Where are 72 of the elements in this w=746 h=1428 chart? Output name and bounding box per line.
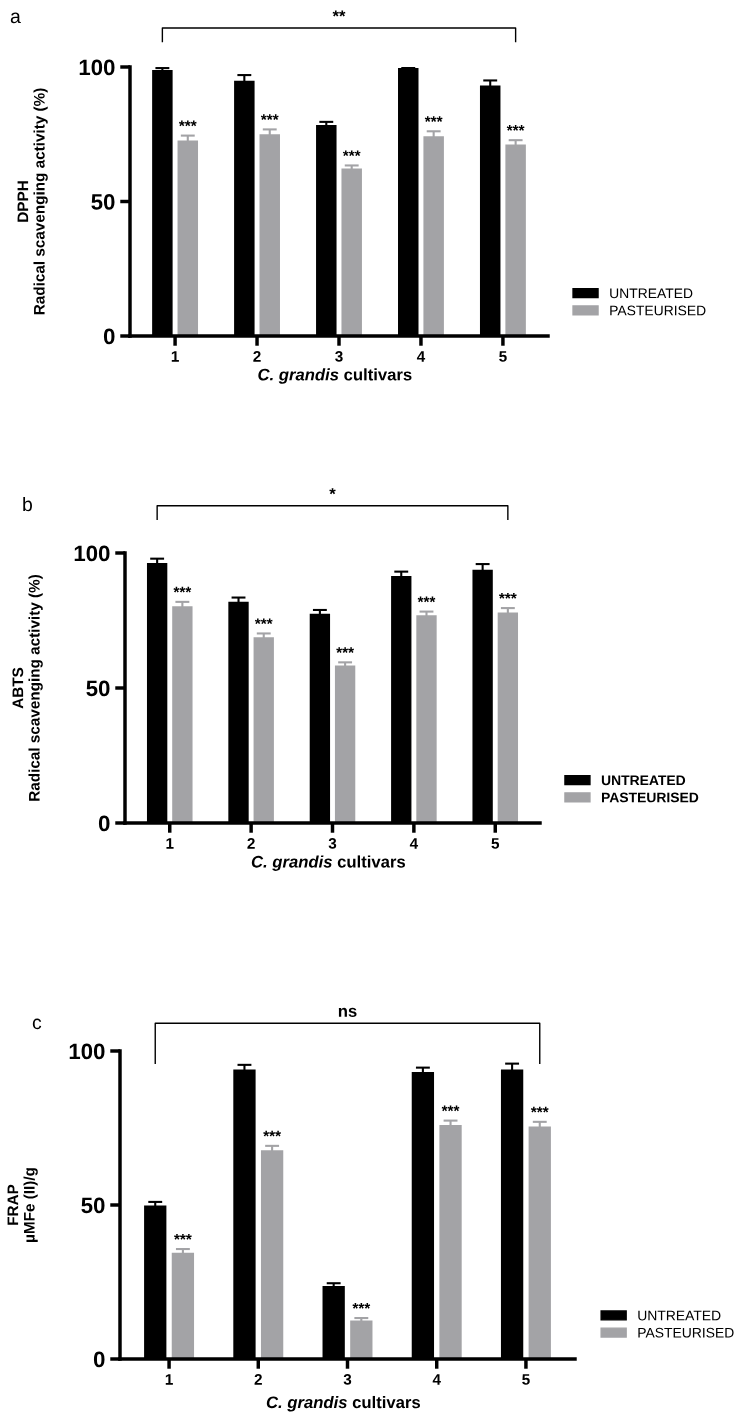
chart-title: b bbox=[23, 496, 32, 512]
bar bbox=[416, 615, 437, 823]
legend-label: UNTREATED bbox=[638, 1310, 721, 1321]
bar bbox=[334, 665, 356, 823]
x-tick-label: 4 bbox=[432, 1374, 441, 1385]
annotation: *** bbox=[174, 1233, 192, 1240]
annotation: *** bbox=[352, 1302, 371, 1309]
bar bbox=[172, 606, 193, 823]
x-tick-label: 3 bbox=[343, 1373, 352, 1385]
legend-label: PASTEURISED bbox=[601, 792, 699, 803]
x-tick-label: 2 bbox=[253, 350, 261, 362]
annotation: *** bbox=[498, 593, 517, 599]
bar bbox=[259, 134, 280, 336]
y-tick-label: 0 bbox=[103, 328, 115, 345]
bar bbox=[497, 612, 519, 823]
x-tick-label: 3 bbox=[328, 837, 337, 849]
y-axis-title: FRAP µMFe (II)/g bbox=[7, 1168, 38, 1242]
bar bbox=[171, 1252, 195, 1359]
y-tick-label: 0 bbox=[98, 815, 110, 832]
x-tick-label: 4 bbox=[416, 351, 426, 362]
x-tick-label: 3 bbox=[335, 350, 343, 362]
annotation: *** bbox=[263, 1130, 282, 1137]
bar bbox=[439, 1124, 462, 1359]
y-axis-title: ABTS Radical scavenging activity (%) bbox=[12, 574, 43, 801]
annotation: *** bbox=[254, 618, 273, 625]
bar bbox=[350, 1320, 373, 1359]
text: * bbox=[329, 488, 336, 495]
legend-label: PASTEURISED bbox=[610, 305, 706, 316]
annotation: *** bbox=[417, 596, 436, 603]
y-tick-label: 100 bbox=[79, 59, 115, 76]
annotation: *** bbox=[336, 647, 355, 653]
y-tick-label: 50 bbox=[86, 680, 110, 697]
bar bbox=[260, 1150, 284, 1359]
bar bbox=[341, 168, 362, 336]
chart-title: a bbox=[10, 12, 21, 24]
x-tick-label: 5 bbox=[499, 351, 507, 362]
y-tick-label: 100 bbox=[69, 1043, 105, 1060]
x-tick-label: 1 bbox=[166, 838, 174, 849]
legend-label: UNTREATED bbox=[601, 775, 686, 786]
x-tick-label: 1 bbox=[165, 1374, 173, 1385]
annotation: *** bbox=[178, 120, 197, 127]
text: ** bbox=[332, 10, 346, 17]
bar bbox=[423, 136, 444, 336]
x-tick-label: 5 bbox=[522, 1374, 530, 1385]
bar bbox=[177, 140, 199, 336]
x-tick-label: 1 bbox=[171, 351, 179, 362]
x-axis-title: C. grandis cultivars bbox=[251, 855, 405, 871]
text: ns bbox=[338, 1007, 357, 1017]
legend-label: PASTEURISED bbox=[638, 1327, 734, 1338]
y-tick-label: 50 bbox=[81, 1197, 105, 1214]
annotation: *** bbox=[424, 116, 443, 122]
x-tick-label: 5 bbox=[491, 838, 500, 849]
x-tick-label: 2 bbox=[254, 1373, 262, 1385]
annotation: *** bbox=[173, 586, 192, 593]
bar bbox=[505, 144, 526, 336]
annotation: *** bbox=[260, 114, 279, 121]
x-tick-label: 4 bbox=[409, 838, 419, 849]
legend-label: UNTREATED bbox=[610, 288, 693, 299]
annotation: *** bbox=[530, 1106, 549, 1113]
y-tick-label: 50 bbox=[91, 194, 115, 210]
y-tick-label: 100 bbox=[74, 545, 110, 562]
chart-title: c bbox=[32, 1018, 42, 1030]
bar bbox=[253, 637, 274, 823]
x-axis-title: C. grandis cultivars bbox=[258, 368, 412, 384]
annotation: *** bbox=[506, 125, 525, 131]
bar bbox=[528, 1126, 551, 1359]
x-axis-title: C. grandis cultivars bbox=[266, 1395, 420, 1412]
y-tick-label: 0 bbox=[93, 1351, 105, 1368]
annotation: *** bbox=[342, 150, 361, 157]
x-tick-label: 2 bbox=[247, 837, 255, 849]
annotation: *** bbox=[441, 1105, 460, 1112]
y-axis-title: DPPH Radical scavenging activity (%) bbox=[17, 88, 48, 315]
